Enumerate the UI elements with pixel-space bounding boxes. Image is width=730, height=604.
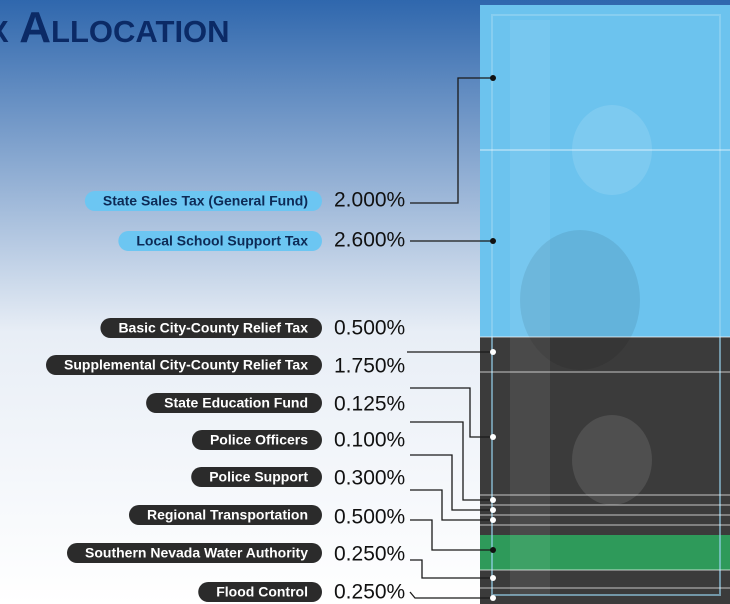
allocation-row: Local School Support Tax 2.600% [118,229,405,252]
allocation-percent: 0.100% [334,429,405,452]
allocation-percent: 0.300% [334,467,405,490]
allocation-row: Basic City-County Relief Tax 0.500% [100,317,405,340]
allocation-label: Police Officers [210,432,308,448]
allocation-percent: 2.000% [334,189,405,212]
allocation-label: State Sales Tax (General Fund) [103,193,308,209]
infographic: x Allocation [0,0,730,604]
allocation-label: Basic City-County Relief Tax [118,320,308,336]
allocation-percent: 0.500% [334,506,405,529]
allocation-row: Police Officers 0.100% [192,429,405,452]
allocation-percent: 2.600% [334,229,405,252]
allocation-row: Police Support 0.300% [191,467,405,490]
allocation-label: Local School Support Tax [136,233,308,249]
allocation-row: State Education Fund 0.125% [146,393,405,416]
allocation-percent: 0.250% [334,581,405,604]
allocation-percent: 0.125% [334,393,405,416]
allocation-percent: 1.750% [334,355,405,378]
title: x Allocation [0,3,230,52]
allocation-row: Southern Nevada Water Authority 0.250% [67,543,405,566]
allocation-label: Southern Nevada Water Authority [85,545,308,561]
allocation-percent: 0.250% [334,543,405,566]
allocation-row: Supplemental City-County Relief Tax 1.750… [46,355,405,378]
allocation-label: Police Support [209,469,308,485]
allocation-label: Regional Transportation [147,507,308,523]
allocation-row: Flood Control 0.250% [198,581,405,604]
allocation-label: Flood Control [216,584,308,600]
dollar-bill [480,5,730,604]
allocation-row: State Sales Tax (General Fund) 2.000% [85,189,405,212]
allocation-percent: 0.500% [334,317,405,340]
allocation-label: State Education Fund [164,395,308,411]
allocation-label: Supplemental City-County Relief Tax [64,357,308,373]
